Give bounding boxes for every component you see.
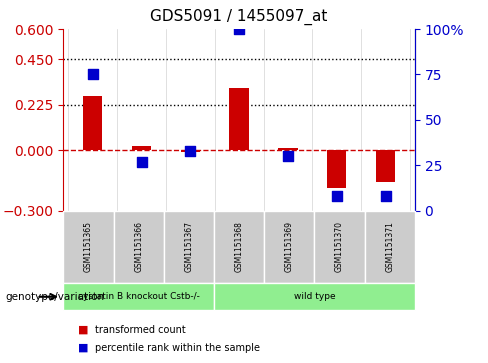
Text: ■: ■	[78, 325, 89, 335]
Bar	[229, 87, 249, 150]
Text: wild type: wild type	[294, 292, 335, 301]
Point	[138, 159, 145, 164]
Text: genotype/variation: genotype/variation	[5, 292, 104, 302]
Text: GSM1151365: GSM1151365	[84, 221, 93, 272]
Text: GSM1151368: GSM1151368	[235, 221, 244, 272]
Text: GSM1151371: GSM1151371	[385, 221, 394, 272]
Text: GSM1151370: GSM1151370	[335, 221, 344, 272]
Point	[284, 153, 292, 159]
Text: GSM1151367: GSM1151367	[184, 221, 193, 272]
Bar	[181, 150, 200, 152]
Title: GDS5091 / 1455097_at: GDS5091 / 1455097_at	[150, 9, 328, 25]
Point	[89, 72, 97, 77]
Point	[186, 148, 194, 154]
Text: GSM1151369: GSM1151369	[285, 221, 294, 272]
Text: GSM1151366: GSM1151366	[134, 221, 143, 272]
Point	[235, 26, 243, 32]
Bar	[278, 148, 298, 150]
Bar	[327, 150, 346, 188]
Text: cystatin B knockout Cstb-/-: cystatin B knockout Cstb-/-	[78, 292, 200, 301]
Bar	[132, 146, 151, 150]
Text: transformed count: transformed count	[95, 325, 186, 335]
Text: percentile rank within the sample: percentile rank within the sample	[95, 343, 260, 353]
Bar	[376, 150, 395, 182]
Bar	[83, 95, 102, 150]
Point	[333, 193, 341, 199]
Text: ■: ■	[78, 343, 89, 353]
Point	[382, 193, 389, 199]
